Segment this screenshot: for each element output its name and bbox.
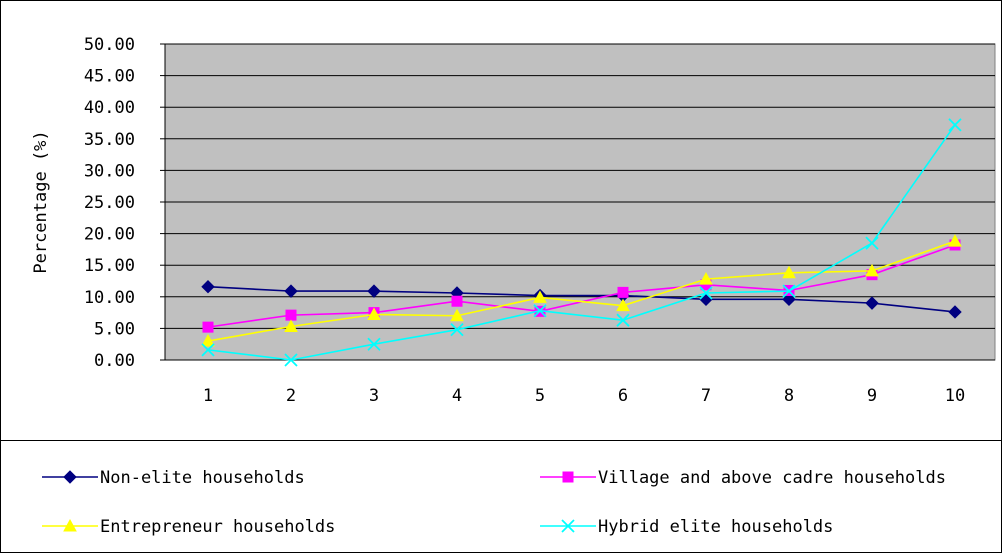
y-tick-label: 50.00 — [84, 35, 135, 55]
series-lines — [201, 118, 962, 367]
legend-entry: Village and above cadre households — [540, 468, 946, 488]
y-tick-label: 40.00 — [84, 98, 135, 118]
x-tick-label: 8 — [784, 386, 794, 406]
legend-entry: Hybrid elite households — [540, 517, 833, 537]
y-tick-label: 35.00 — [84, 130, 135, 150]
data-point — [450, 323, 464, 337]
axes — [164, 44, 995, 361]
y-tick-label: 15.00 — [84, 256, 135, 276]
data-point — [201, 333, 215, 347]
legend-entry: Entrepreneur households — [42, 517, 335, 537]
y-tick-label: 5.00 — [94, 319, 135, 339]
y-tick-labels: 0.00 5.00 10.00 15.00 20.00 25.00 30.00 35.00 40… — [84, 35, 135, 371]
data-point — [284, 319, 298, 333]
data-point — [948, 305, 962, 319]
data-point — [367, 337, 381, 351]
legend-marker — [63, 518, 77, 532]
data-point — [699, 272, 713, 285]
legend-box — [0, 440, 1002, 553]
data-point — [201, 343, 215, 357]
data-point — [617, 286, 629, 298]
x-tick-label: 1 — [203, 386, 213, 406]
data-point — [699, 286, 713, 300]
x-tick-labels: 1 2 3 4 5 6 7 8 9 10 — [203, 386, 965, 406]
x-tick-label: 9 — [867, 386, 877, 406]
data-point — [616, 313, 630, 327]
data-point — [782, 284, 796, 298]
y-axis-label: Percentage (%) — [31, 130, 51, 273]
data-point — [948, 234, 962, 247]
data-point — [284, 353, 298, 367]
x-tick-label: 2 — [286, 386, 296, 406]
data-point — [533, 290, 547, 303]
data-point — [782, 292, 796, 307]
gridlines — [160, 43, 995, 361]
x-tick-label: 10 — [945, 386, 965, 406]
data-point — [782, 265, 796, 279]
legend-label: Hybrid elite households — [598, 517, 833, 537]
legend-label: Entrepreneur households — [100, 517, 335, 537]
series-line — [207, 240, 956, 342]
data-point — [450, 308, 464, 322]
data-point — [865, 296, 879, 310]
series-line — [207, 124, 956, 361]
legend-entry: Non-elite households — [42, 468, 305, 488]
data-point — [284, 284, 298, 298]
legend-label: Village and above cadre households — [598, 468, 946, 488]
y-tick-label: 30.00 — [84, 161, 135, 181]
legend: Non-elite households Village and above ca… — [42, 468, 946, 537]
y-tick-label: 45.00 — [84, 67, 135, 87]
legend-marker — [562, 471, 574, 483]
y-tick-label: 0.00 — [94, 351, 135, 371]
series-3 — [201, 234, 962, 347]
data-point — [285, 309, 297, 321]
x-tick-label: 3 — [369, 386, 379, 406]
data-point — [533, 304, 547, 318]
y-tick-label: 25.00 — [84, 193, 135, 213]
data-point — [367, 284, 381, 298]
x-tick-label: 4 — [452, 386, 462, 406]
data-point — [865, 263, 879, 277]
legend-label: Non-elite households — [100, 468, 305, 488]
legend-marker — [63, 470, 77, 484]
data-point — [202, 321, 214, 333]
x-tick-label: 7 — [701, 386, 711, 406]
data-point — [616, 298, 630, 312]
legend-marker — [561, 519, 575, 533]
series-4 — [201, 118, 962, 367]
data-point — [367, 307, 381, 320]
series-line — [207, 285, 956, 313]
y-tick-label: 10.00 — [84, 288, 135, 308]
data-point — [948, 118, 962, 132]
y-tick-label: 20.00 — [84, 225, 135, 245]
data-point — [865, 236, 879, 250]
data-point — [201, 279, 215, 294]
x-tick-label: 5 — [535, 386, 545, 406]
data-point — [451, 295, 463, 307]
x-tick-label: 6 — [618, 386, 628, 406]
